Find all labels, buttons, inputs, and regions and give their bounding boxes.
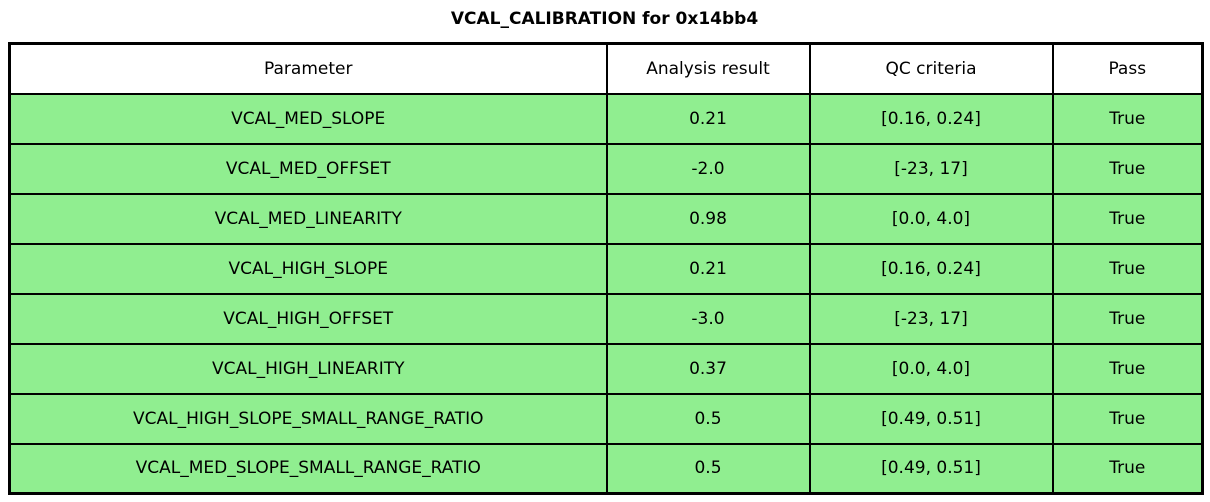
cell-qc-criteria: [-23, 17]: [808, 142, 1054, 195]
cell-parameter: VCAL_HIGH_LINEARITY: [8, 342, 608, 395]
cell-analysis-result: -2.0: [605, 142, 811, 195]
cell-pass: True: [1051, 292, 1204, 345]
cell-pass: True: [1051, 92, 1204, 145]
cell-parameter: VCAL_HIGH_SLOPE_SMALL_RANGE_RATIO: [8, 392, 608, 445]
cell-pass: True: [1051, 392, 1204, 445]
cell-qc-criteria: [0.16, 0.24]: [808, 242, 1054, 295]
cell-pass: True: [1051, 242, 1204, 295]
cell-qc-criteria: [0.49, 0.51]: [808, 392, 1054, 445]
cell-parameter: VCAL_HIGH_SLOPE: [8, 242, 608, 295]
column-header-pass: Pass: [1051, 42, 1204, 95]
chart-title: VCAL_CALIBRATION for 0x14bb4: [450, 9, 759, 29]
cell-pass: True: [1051, 442, 1204, 495]
cell-analysis-result: 0.21: [605, 92, 811, 145]
cell-qc-criteria: [-23, 17]: [808, 292, 1054, 345]
qc-results-table: Parameter Analysis result QC criteria Pa…: [8, 42, 1204, 495]
cell-pass: True: [1051, 142, 1204, 195]
cell-analysis-result: -3.0: [605, 292, 811, 345]
cell-analysis-result: 0.98: [605, 192, 811, 245]
cell-analysis-result: 0.37: [605, 342, 811, 395]
cell-qc-criteria: [0.16, 0.24]: [808, 92, 1054, 145]
cell-parameter: VCAL_HIGH_OFFSET: [8, 292, 608, 345]
cell-qc-criteria: [0.49, 0.51]: [808, 442, 1054, 495]
table-row: VCAL_MED_OFFSET -2.0 [-23, 17] True: [8, 142, 1204, 195]
table-row: VCAL_HIGH_LINEARITY 0.37 [0.0, 4.0] True: [8, 342, 1204, 395]
cell-parameter: VCAL_MED_SLOPE: [8, 92, 608, 145]
cell-qc-criteria: [0.0, 4.0]: [808, 342, 1054, 395]
cell-parameter: VCAL_MED_OFFSET: [8, 142, 608, 195]
column-header-analysis-result: Analysis result: [605, 42, 811, 95]
cell-parameter: VCAL_MED_LINEARITY: [8, 192, 608, 245]
cell-analysis-result: 0.21: [605, 242, 811, 295]
table-row: VCAL_MED_SLOPE_SMALL_RANGE_RATIO 0.5 [0.49…: [8, 442, 1204, 495]
column-header-parameter: Parameter: [8, 42, 608, 95]
table-body: VCAL_MED_SLOPE 0.21 [0.16, 0.24] True VCAL_M…: [8, 92, 1204, 495]
header-row: Parameter Analysis result QC criteria Pa…: [8, 42, 1204, 95]
cell-pass: True: [1051, 192, 1204, 245]
cell-analysis-result: 0.5: [605, 442, 811, 495]
cell-parameter: VCAL_MED_SLOPE_SMALL_RANGE_RATIO: [8, 442, 608, 495]
cell-analysis-result: 0.5: [605, 392, 811, 445]
table-row: VCAL_HIGH_SLOPE 0.21 [0.16, 0.24] True: [8, 242, 1204, 295]
table-row: VCAL_HIGH_SLOPE_SMALL_RANGE_RATIO 0.5 [0.4…: [8, 392, 1204, 445]
cell-qc-criteria: [0.0, 4.0]: [808, 192, 1054, 245]
cell-pass: True: [1051, 342, 1204, 395]
table-row: VCAL_MED_LINEARITY 0.98 [0.0, 4.0] True: [8, 192, 1204, 245]
table-row: VCAL_HIGH_OFFSET -3.0 [-23, 17] True: [8, 292, 1204, 345]
column-header-qc-criteria: QC criteria: [808, 42, 1054, 95]
table-row: VCAL_MED_SLOPE 0.21 [0.16, 0.24] True: [8, 92, 1204, 145]
table-header: Parameter Analysis result QC criteria Pa…: [8, 42, 1204, 95]
